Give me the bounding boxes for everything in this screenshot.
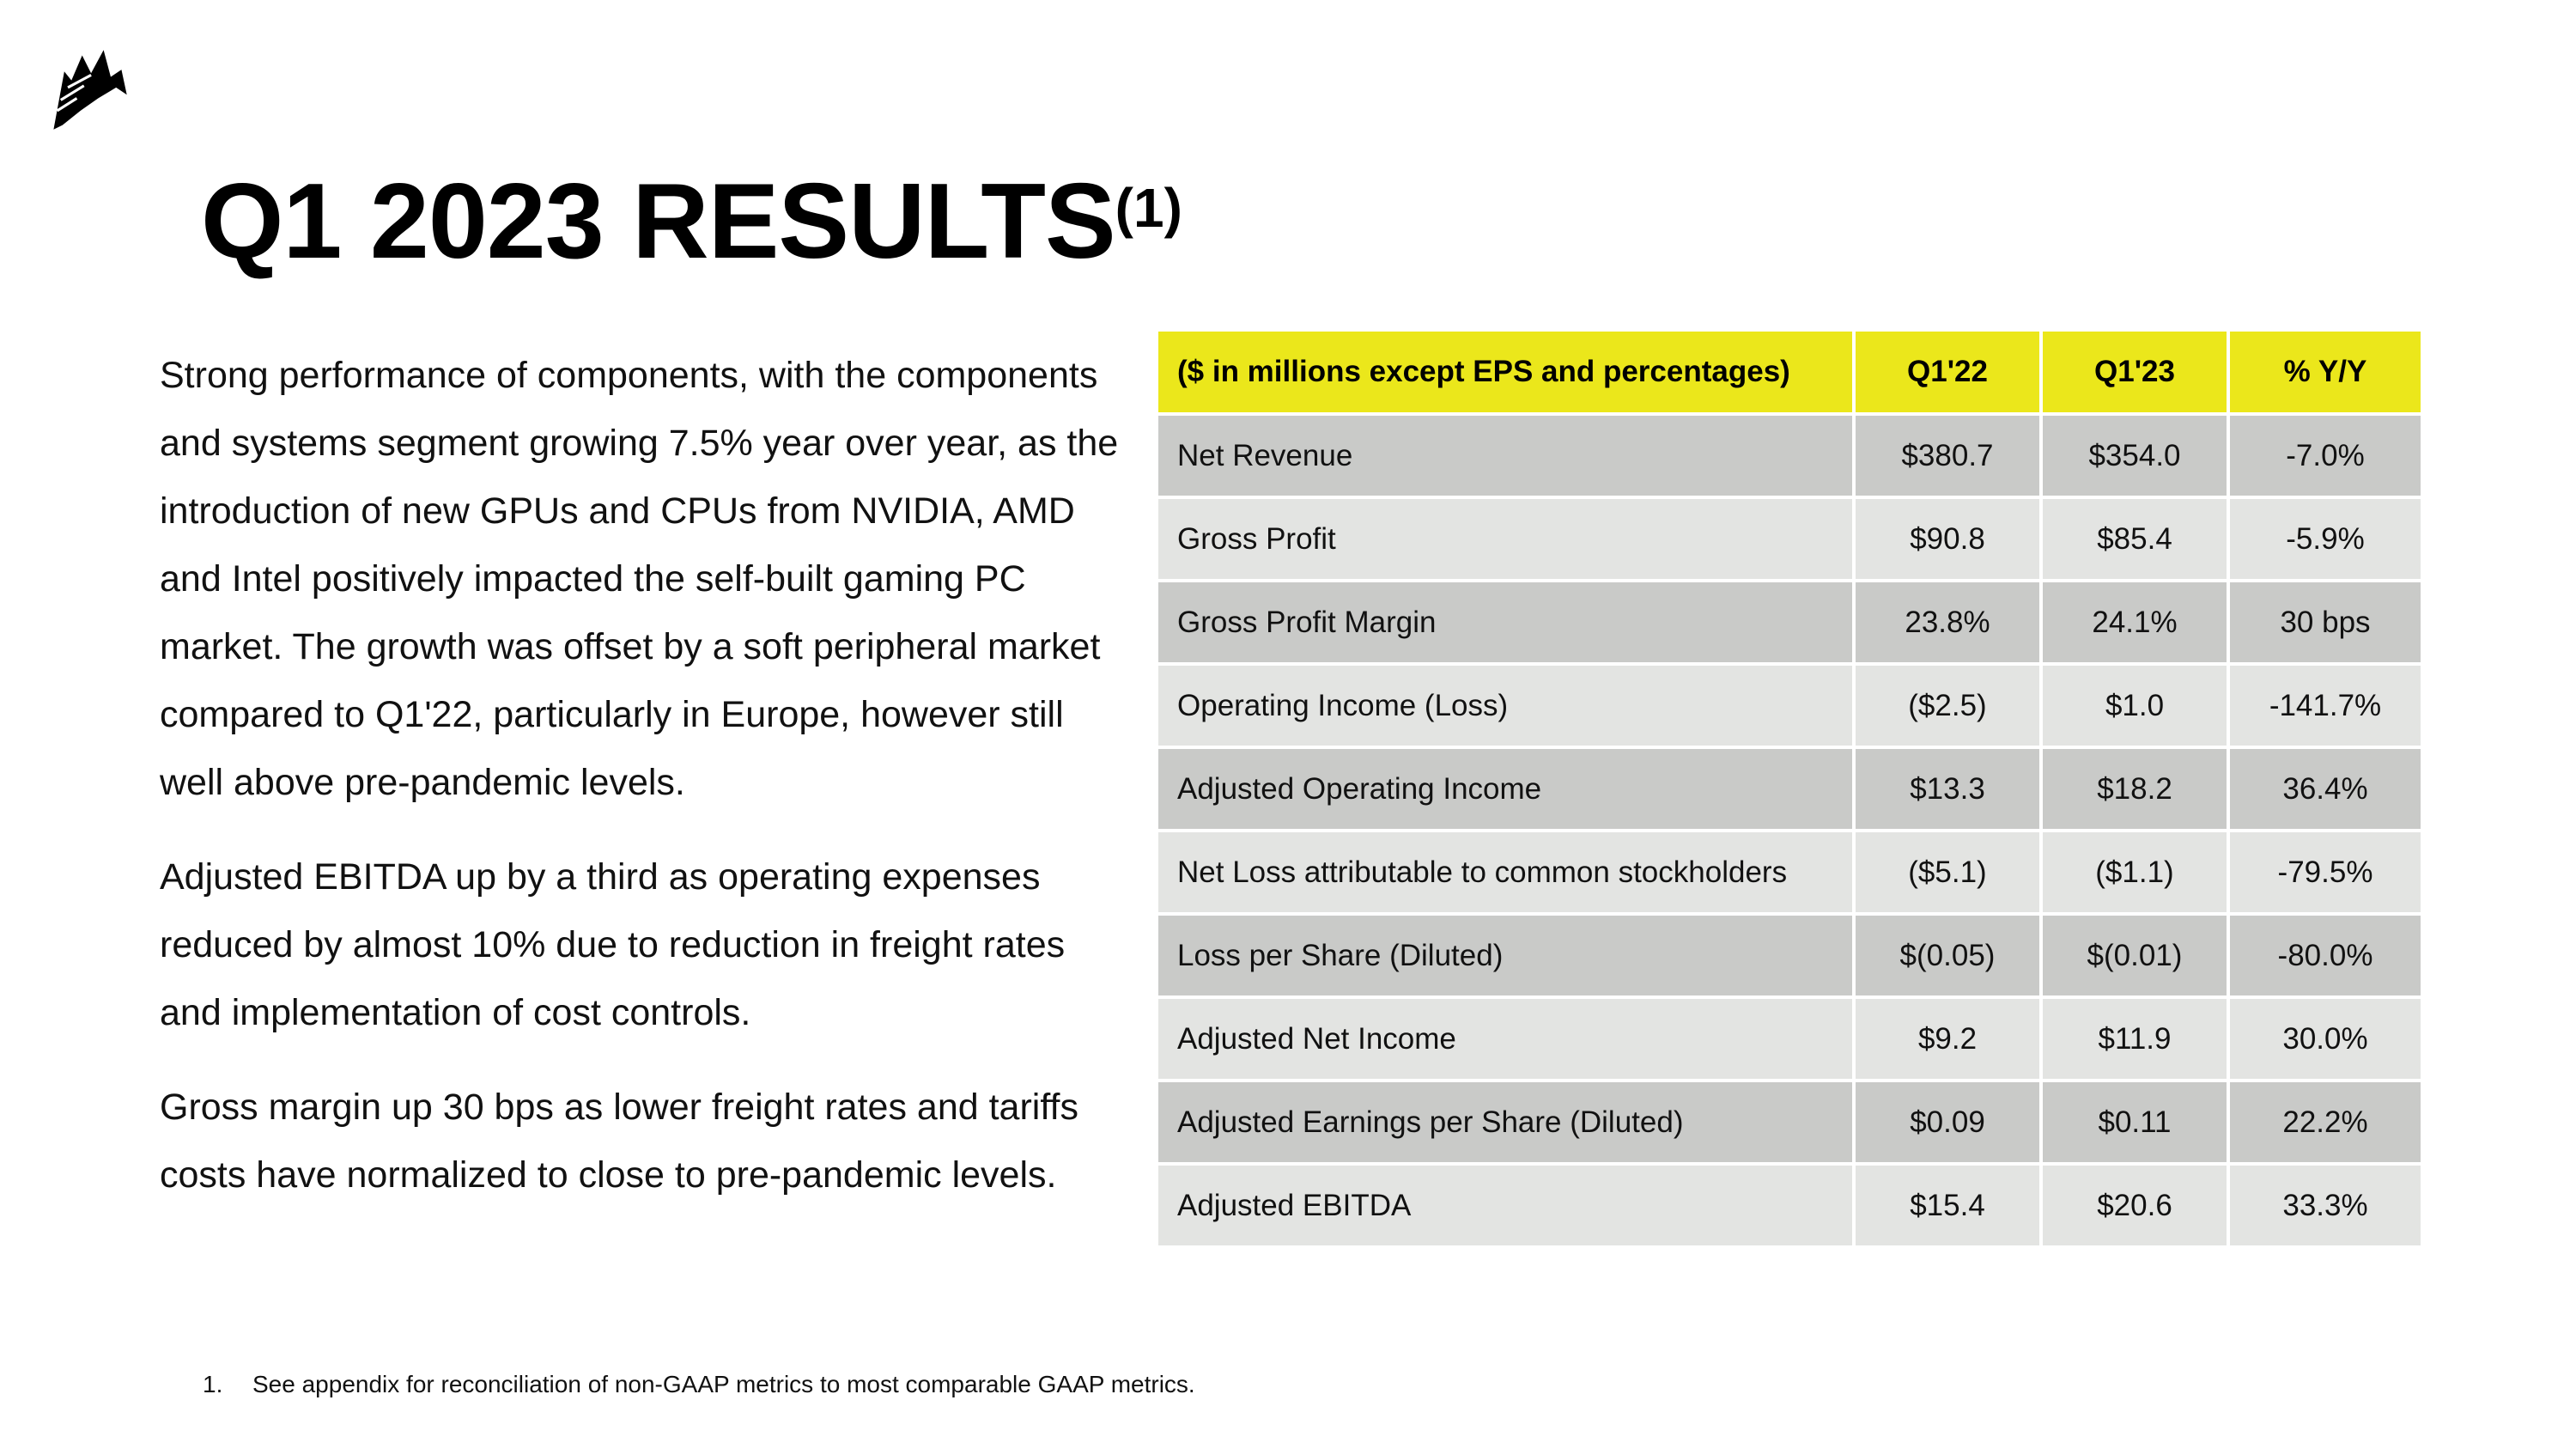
column-header-yoy: % Y/Y — [2227, 328, 2424, 416]
cell-yoy: 22.2% — [2227, 1079, 2424, 1166]
sail-ship-logo-icon — [53, 50, 127, 130]
cell-q1-23: $11.9 — [2039, 995, 2230, 1082]
cell-q1-23: $354.0 — [2039, 412, 2230, 499]
cell-yoy: 30 bps — [2227, 579, 2424, 666]
commentary-paragraph: Adjusted EBITDA up by a third as operati… — [160, 856, 1066, 1033]
table-header-row: ($ in millions except EPS and percentage… — [1155, 328, 2424, 416]
commentary-paragraph: Gross margin up 30 bps as lower freight … — [160, 1087, 1078, 1196]
table-row: Adjusted EBITDA $15.4 $20.6 33.3% — [1155, 1162, 2424, 1249]
cell-yoy: 36.4% — [2227, 746, 2424, 832]
row-label: Adjusted Operating Income — [1155, 746, 1856, 832]
row-label: Gross Profit Margin — [1155, 579, 1856, 666]
cell-q1-22: $15.4 — [1852, 1162, 2043, 1249]
page-title-text: Q1 2023 RESULTS — [201, 162, 1116, 281]
row-label: Adjusted Net Income — [1155, 995, 1856, 1082]
commentary-paragraph: Strong performance of components, with t… — [160, 355, 1119, 803]
cell-q1-22: 23.8% — [1852, 579, 2043, 666]
column-header-q1-23: Q1'23 — [2039, 328, 2230, 416]
table-row: Loss per Share (Diluted) $(0.05) $(0.01)… — [1155, 912, 2424, 999]
footnote-text: See appendix for reconciliation of non-G… — [252, 1371, 1195, 1397]
cell-q1-22: $0.09 — [1852, 1079, 2043, 1166]
cell-q1-23: $85.4 — [2039, 496, 2230, 582]
cell-q1-22: $90.8 — [1852, 496, 2043, 582]
cell-q1-22: ($5.1) — [1852, 829, 2043, 916]
row-label: Net Loss attributable to common stockhol… — [1155, 829, 1856, 916]
cell-q1-23: ($1.1) — [2039, 829, 2230, 916]
table-row: Net Revenue $380.7 $354.0 -7.0% — [1155, 412, 2424, 499]
table-row: Adjusted Earnings per Share (Diluted) $0… — [1155, 1079, 2424, 1166]
row-label: Loss per Share (Diluted) — [1155, 912, 1856, 999]
cell-yoy: 30.0% — [2227, 995, 2424, 1082]
cell-q1-22: $(0.05) — [1852, 912, 2043, 999]
cell-yoy: 33.3% — [2227, 1162, 2424, 1249]
title-footnote-marker: (1) — [1115, 177, 1182, 239]
page-title: Q1 2023 RESULTS(1) — [201, 168, 1182, 275]
cell-yoy: -80.0% — [2227, 912, 2424, 999]
cell-yoy: -7.0% — [2227, 412, 2424, 499]
footnote-number: 1. — [203, 1371, 223, 1397]
row-label: Adjusted EBITDA — [1155, 1162, 1856, 1249]
cell-q1-23: $0.11 — [2039, 1079, 2230, 1166]
cell-q1-23: 24.1% — [2039, 579, 2230, 666]
cell-q1-22: ($2.5) — [1852, 662, 2043, 749]
row-label: Adjusted Earnings per Share (Diluted) — [1155, 1079, 1856, 1166]
table-row: Operating Income (Loss) ($2.5) $1.0 -141… — [1155, 662, 2424, 749]
commentary-text: Strong performance of components, with t… — [160, 342, 1130, 1236]
table-row: Gross Profit Margin 23.8% 24.1% 30 bps — [1155, 579, 2424, 666]
row-label: Gross Profit — [1155, 496, 1856, 582]
cell-q1-23: $20.6 — [2039, 1162, 2230, 1249]
cell-q1-23: $18.2 — [2039, 746, 2230, 832]
row-label: Net Revenue — [1155, 412, 1856, 499]
cell-yoy: -5.9% — [2227, 496, 2424, 582]
table-row: Adjusted Net Income $9.2 $11.9 30.0% — [1155, 995, 2424, 1082]
cell-yoy: -141.7% — [2227, 662, 2424, 749]
cell-q1-22: $380.7 — [1852, 412, 2043, 499]
column-header-metric: ($ in millions except EPS and percentage… — [1155, 328, 1856, 416]
cell-q1-23: $(0.01) — [2039, 912, 2230, 999]
results-table: ($ in millions except EPS and percentage… — [1155, 328, 2424, 1249]
footnote: 1. See appendix for reconciliation of non… — [203, 1371, 1195, 1398]
column-header-q1-22: Q1'22 — [1852, 328, 2043, 416]
cell-q1-23: $1.0 — [2039, 662, 2230, 749]
cell-q1-22: $9.2 — [1852, 995, 2043, 1082]
table-row: Adjusted Operating Income $13.3 $18.2 36… — [1155, 746, 2424, 832]
row-label: Operating Income (Loss) — [1155, 662, 1856, 749]
cell-yoy: -79.5% — [2227, 829, 2424, 916]
cell-q1-22: $13.3 — [1852, 746, 2043, 832]
table-row: Net Loss attributable to common stockhol… — [1155, 829, 2424, 916]
table-row: Gross Profit $90.8 $85.4 -5.9% — [1155, 496, 2424, 582]
